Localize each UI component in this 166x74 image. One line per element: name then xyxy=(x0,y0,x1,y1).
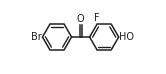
Text: HO: HO xyxy=(119,32,134,42)
Text: O: O xyxy=(77,14,85,24)
Text: Br: Br xyxy=(31,32,42,42)
Text: F: F xyxy=(94,13,99,23)
